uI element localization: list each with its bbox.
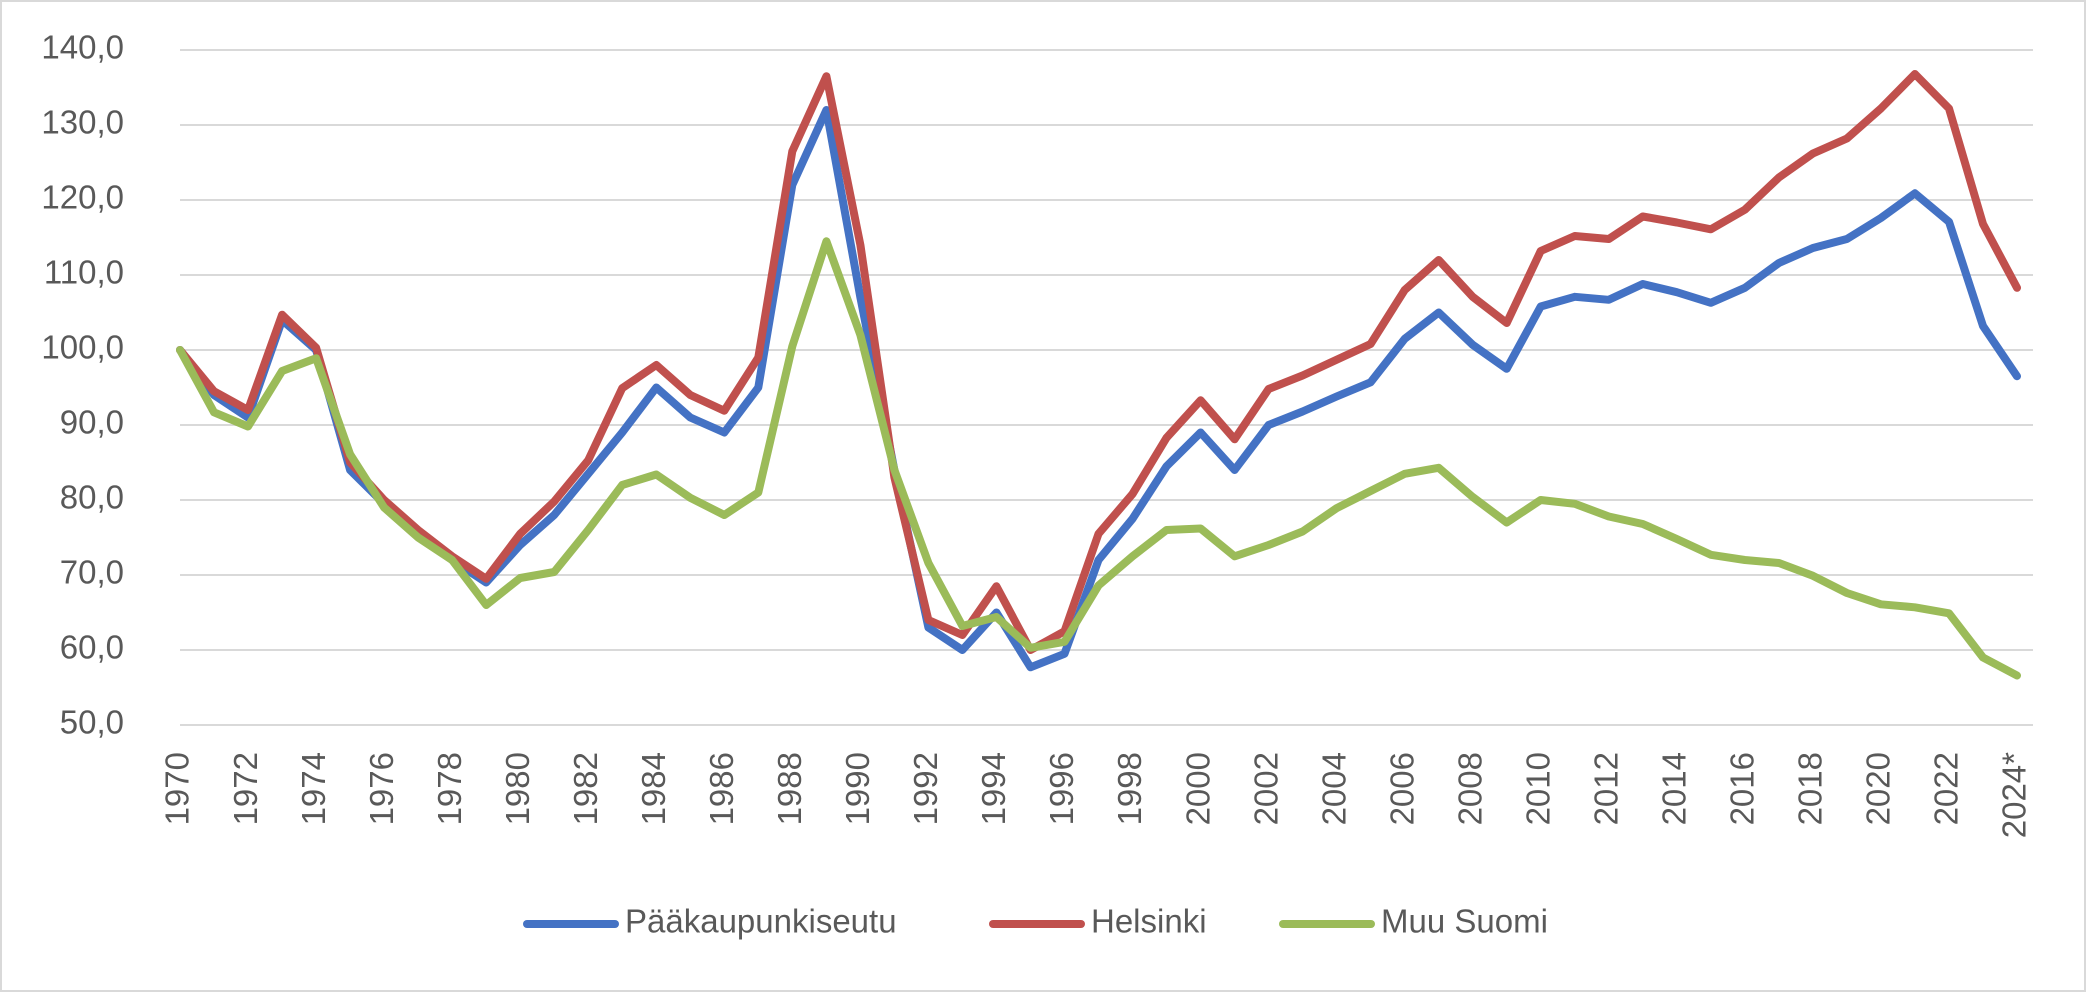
x-tick-label: 1976 [363,752,400,825]
x-tick-label: 1998 [1111,752,1148,825]
x-tick-label: 1974 [295,752,332,825]
x-tick-label: 2000 [1179,752,1216,825]
x-tick-label: 1988 [771,752,808,825]
x-axis-ticks: 1970 1972 1974 1976 1978 1980 1982 1984 1986 1988… [159,752,2033,838]
series-line-muu-suomi [176,237,2021,680]
x-tick-label: 1984 [635,752,672,825]
x-tick-label: 1990 [839,752,876,825]
y-axis-ticks: 50,0 60,0 70,0 80,0 90,0 100,0 110,0 120,0 130,0… [41,29,124,741]
y-tick-label: 120,0 [41,179,124,216]
x-tick-label: 2012 [1587,752,1624,825]
y-tick-label: 50,0 [60,704,124,741]
y-tick-label: 140,0 [41,29,124,66]
x-tick-label: 1970 [159,752,196,825]
x-tick-label: 2018 [1792,752,1829,825]
series-line-helsinki [176,70,2021,654]
x-tick-label: 2008 [1451,752,1488,825]
legend: Pääkaupunkiseutu Helsinki Muu Suomi [523,903,1548,940]
legend-label: Helsinki [1091,903,1207,940]
y-tick-label: 130,0 [41,104,124,141]
y-tick-label: 110,0 [44,254,124,291]
y-tick-label: 60,0 [60,629,124,666]
x-tick-label: 1982 [567,752,604,825]
x-tick-label: 2004 [1315,752,1352,825]
x-tick-label: 1996 [1043,752,1080,825]
x-tick-label: 2002 [1247,752,1284,825]
legend-label: Muu Suomi [1381,903,1548,940]
y-tick-label: 80,0 [60,479,124,516]
x-tick-label: 2014 [1656,752,1693,825]
x-tick-label: 2022 [1928,752,1965,825]
x-tick-label: 1992 [907,752,944,825]
x-tick-label: 2024* [1996,752,2033,838]
x-tick-label: 2010 [1519,752,1556,825]
x-tick-label: 1978 [431,752,468,825]
x-tick-label: 2020 [1860,752,1897,825]
series-lines [176,70,2021,680]
x-tick-label: 2016 [1724,752,1761,825]
x-tick-label: 1972 [227,752,264,825]
legend-label: Pääkaupunkiseutu [625,903,897,940]
y-tick-label: 90,0 [60,404,124,441]
x-tick-label: 1994 [975,752,1012,825]
x-tick-label: 2006 [1383,752,1420,825]
x-tick-label: 1986 [703,752,740,825]
x-tick-label: 1980 [499,752,536,825]
y-tick-label: 100,0 [41,329,124,366]
y-tick-label: 70,0 [60,554,124,591]
